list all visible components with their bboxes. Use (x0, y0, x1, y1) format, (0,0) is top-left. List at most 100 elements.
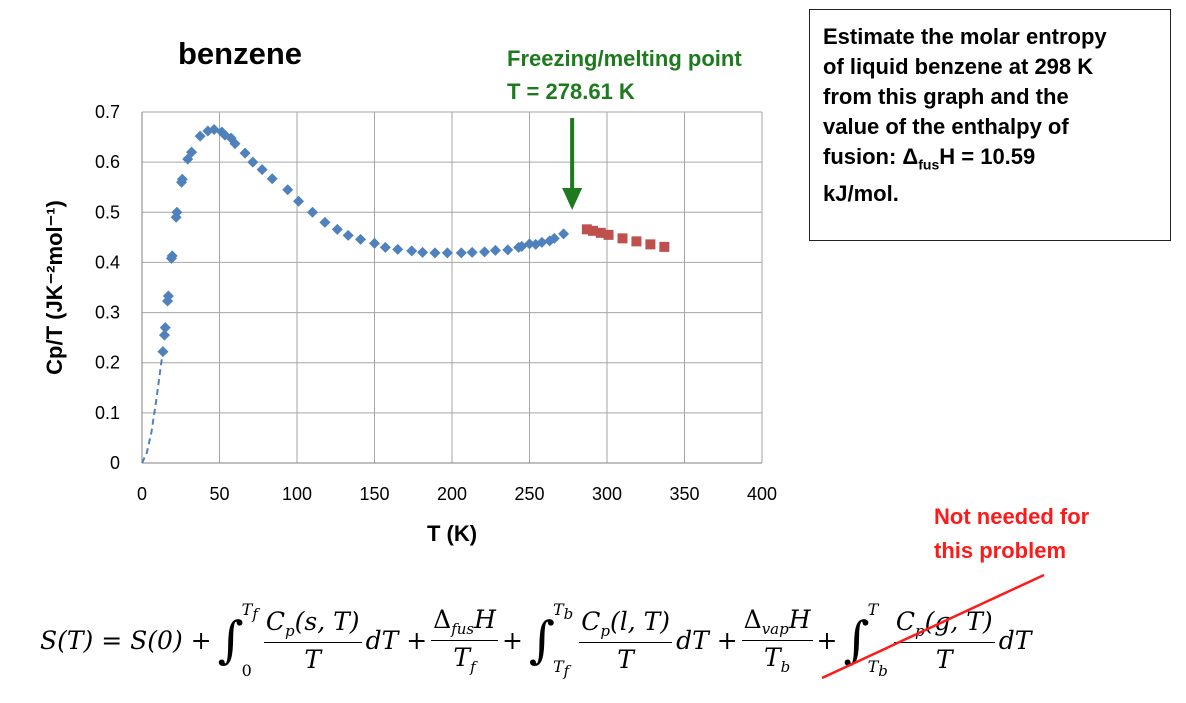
data-point-solid-2 (159, 322, 171, 334)
data-point-solid-13 (194, 130, 206, 142)
data-point-solid-22 (256, 164, 268, 176)
x-tick-label-8: 400 (747, 484, 777, 504)
data-point-liquid-3 (603, 229, 614, 240)
eq-lhs: S(T) = S(0) + (40, 625, 212, 655)
eq-term-vaporization: ΔvapH Tb (741, 604, 813, 676)
data-point-liquid-0 (581, 224, 592, 235)
eq-dt-3: dT (998, 625, 1032, 655)
y-tick-label-1: 0.1 (95, 403, 120, 423)
eq-dt-2: dT + (676, 625, 738, 655)
x-tick-label-5: 250 (514, 484, 544, 504)
data-point-solid-20 (239, 147, 251, 159)
data-point-solid-41 (489, 244, 501, 256)
data-point-solid-50 (558, 228, 570, 240)
y-tick-label-5: 0.5 (95, 202, 120, 222)
eq-integral-liquid: ∫ Tb Tf (528, 600, 574, 680)
data-point-solid-34 (406, 245, 418, 257)
chart-marks (141, 118, 670, 464)
data-point-solid-12 (186, 146, 198, 158)
task-line-5: fusion: ΔfusH = 10.59 (823, 142, 1158, 179)
x-tick-label-1: 50 (209, 484, 229, 504)
task-line-1: Estimate the molar entropy (823, 24, 1107, 49)
data-point-liquid-4 (617, 233, 628, 244)
chart-axes (141, 112, 762, 464)
not-needed-line-1: Not needed for (934, 504, 1090, 529)
y-tick-label-6: 0.6 (95, 152, 120, 172)
extrapolation-line (141, 351, 164, 464)
task-line-3: from this graph and the (823, 84, 1069, 109)
data-point-solid-1 (158, 329, 170, 341)
y-tick-label-4: 0.4 (95, 252, 120, 272)
eq-plus-1: + (501, 625, 523, 655)
data-point-liquid-2 (595, 227, 606, 238)
data-point-solid-36 (429, 247, 441, 259)
eq-term-fusion: ΔfusH Tf (431, 604, 498, 676)
chart-grid (141, 111, 763, 464)
data-point-solid-6 (166, 250, 178, 262)
data-point-solid-21 (247, 156, 259, 168)
y-tick-label-2: 0.2 (95, 353, 120, 373)
eq-dt-1: dT + (365, 625, 428, 655)
entropy-equation: S(T) = S(0) + ∫ Tf 0 Cp(s, T) T dT + ΔfusH T… (40, 590, 1180, 690)
freezing-arrow-head (562, 188, 583, 210)
task-line-6: kJ/mol. (823, 181, 899, 207)
data-point-solid-35 (417, 246, 429, 258)
eq-term-gas: Cp(g, T) T (893, 606, 995, 674)
task-fusion-value: H = 10.59 (939, 144, 1036, 169)
task-line-4: value of the enthalpy of (823, 114, 1069, 139)
strike-through-line (821, 573, 1045, 680)
data-point-solid-23 (266, 173, 278, 185)
data-point-solid-24 (282, 184, 294, 196)
data-point-liquid-7 (659, 241, 670, 252)
data-point-solid-31 (369, 237, 380, 249)
x-tick-label-7: 350 (669, 484, 699, 504)
data-point-solid-33 (392, 243, 404, 255)
eq-integral-solid: ∫ Tf 0 (217, 600, 258, 680)
y-tick-label-3: 0.3 (95, 303, 120, 323)
data-point-solid-39 (466, 246, 478, 258)
data-point-solid-8 (171, 206, 183, 218)
y-tick-label-7: 0.7 (95, 102, 120, 122)
data-point-solid-32 (379, 241, 391, 253)
data-point-solid-25 (293, 195, 305, 207)
data-point-solid-26 (307, 206, 318, 218)
data-point-solid-28 (331, 223, 343, 235)
data-point-solid-42 (502, 244, 514, 256)
eq-plus-2: + (816, 625, 838, 655)
y-axis-label: Cp/T (JK⁻²mol⁻¹) (42, 200, 67, 375)
task-fusion-prefix: fusion: Δ (823, 144, 919, 169)
data-point-solid-29 (342, 229, 354, 241)
x-tick-label-0: 0 (137, 484, 147, 504)
not-needed-line-2: this problem (934, 538, 1067, 563)
data-point-solid-37 (441, 247, 453, 259)
task-fusion-subscript: fus (918, 156, 940, 173)
chart-labels: 0 50 100 150 200 250 300 350 400 0 0.1 0.2 0.3 0.4 0.5… (42, 102, 777, 546)
not-needed-note: Not needed for this problem (934, 500, 1089, 568)
data-point-solid-27 (319, 216, 331, 228)
freezing-point-temperature: T = 278.61 K (507, 79, 635, 104)
data-point-solid-10 (176, 173, 188, 185)
y-tick-label-0: 0 (110, 453, 120, 473)
data-point-solid-40 (479, 246, 491, 258)
data-point-solid-38 (455, 247, 467, 259)
data-point-solid-19 (229, 138, 241, 150)
chart-title: benzene (178, 36, 303, 71)
eq-term-liquid: Cp(l, T) T (579, 606, 673, 674)
data-point-liquid-6 (645, 239, 656, 250)
task-line-2: of liquid benzene at 298 K (823, 54, 1094, 79)
data-point-solid-49 (548, 232, 560, 244)
x-axis-label: T (K) (427, 521, 477, 546)
data-point-solid-45 (524, 238, 535, 250)
x-tick-label-4: 200 (437, 484, 467, 504)
x-tick-label-6: 300 (592, 484, 622, 504)
x-tick-label-2: 100 (282, 484, 312, 504)
data-point-liquid-1 (588, 225, 599, 236)
x-tick-label-3: 150 (359, 484, 389, 504)
eq-term-solid: Cp(s, T) T (263, 606, 362, 674)
freezing-point-annotation: Freezing/melting point T = 278.61 K (507, 42, 742, 108)
freezing-point-label: Freezing/melting point (507, 46, 742, 71)
data-point-solid-47 (536, 236, 548, 248)
task-description-box: Estimate the molar entropy of liquid ben… (809, 9, 1171, 241)
data-point-solid-4 (162, 290, 174, 302)
